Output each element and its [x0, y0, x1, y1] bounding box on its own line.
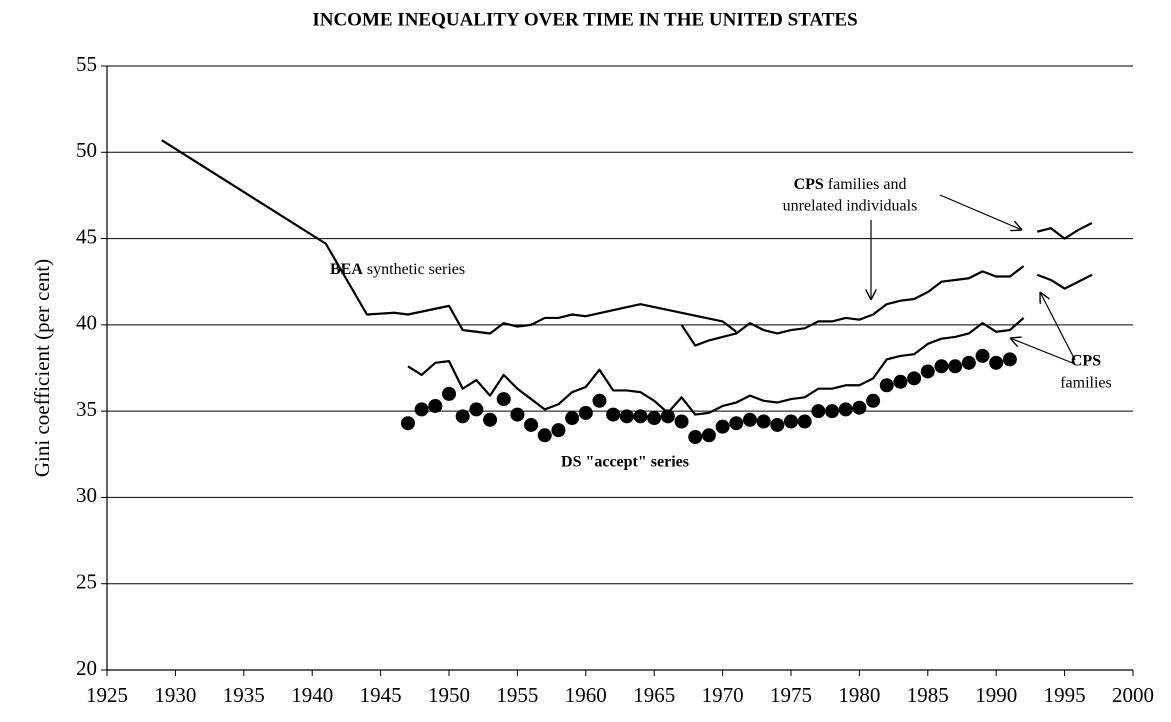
- y-tick-label: 25: [76, 570, 97, 594]
- x-tick-label: 1950: [428, 683, 470, 707]
- y-tick-label: 40: [76, 311, 97, 335]
- marker: [797, 414, 812, 429]
- y-tick-label: 20: [76, 656, 97, 680]
- marker: [483, 412, 498, 427]
- series-line: [1036, 273, 1093, 290]
- marker: [400, 416, 415, 431]
- marker: [633, 409, 648, 424]
- marker: [701, 428, 716, 443]
- annotation: CPS: [1071, 353, 1101, 370]
- marker: [551, 423, 566, 438]
- marker: [742, 412, 757, 427]
- marker: [455, 409, 470, 424]
- y-tick-label: 35: [76, 397, 97, 421]
- marker: [907, 371, 922, 386]
- x-tick-label: 1930: [154, 683, 196, 707]
- marker: [688, 430, 703, 445]
- marker: [414, 402, 429, 417]
- marker: [469, 402, 484, 417]
- marker: [1002, 352, 1017, 367]
- marker: [961, 355, 976, 370]
- marker: [647, 411, 662, 426]
- y-tick-label: 30: [76, 483, 97, 507]
- x-tick-label: 1975: [770, 683, 812, 707]
- marker: [879, 378, 894, 393]
- series-line: [161, 139, 737, 335]
- annotation-bold: CPS: [794, 176, 824, 193]
- annotation: DS "accept" series: [561, 454, 689, 471]
- marker: [838, 402, 853, 417]
- y-tick-label: 50: [76, 138, 97, 162]
- marker: [565, 411, 580, 426]
- marker: [442, 386, 456, 401]
- marker: [770, 417, 785, 432]
- marker: [893, 374, 908, 389]
- marker: [934, 359, 949, 374]
- annotation: unrelated individuals: [783, 198, 918, 215]
- series-line: [407, 317, 1025, 416]
- marker: [866, 393, 881, 408]
- chart-title: INCOME INEQUALITY OVER TIME IN THE UNITE…: [312, 9, 857, 30]
- x-tick-label: 1945: [360, 683, 402, 707]
- x-tick-label: 1980: [838, 683, 880, 707]
- marker: [784, 414, 798, 429]
- series-line: [680, 265, 1025, 347]
- marker: [811, 404, 826, 419]
- marker: [660, 409, 675, 424]
- x-tick-label: 1955: [496, 683, 538, 707]
- arrow: [939, 194, 1022, 230]
- x-tick-label: 1990: [975, 683, 1017, 707]
- marker: [537, 428, 552, 443]
- marker: [852, 400, 867, 415]
- marker: [825, 404, 840, 419]
- x-tick-label: 1925: [86, 683, 128, 707]
- marker: [510, 407, 525, 422]
- annotation-arrows: [871, 194, 1076, 365]
- annotation: CPS families and: [794, 176, 907, 193]
- x-tick-label: 2000: [1112, 683, 1154, 707]
- x-tick-label: 1970: [702, 683, 744, 707]
- marker: [606, 407, 621, 422]
- x-tick-label: 1935: [223, 683, 265, 707]
- arrow: [1010, 338, 1076, 365]
- x-tick-label: 1960: [565, 683, 607, 707]
- x-tick-label: 1940: [291, 683, 333, 707]
- marker: [756, 414, 771, 429]
- marker: [989, 355, 1004, 370]
- marker: [975, 348, 990, 363]
- marker: [729, 416, 744, 431]
- series-line: [1036, 222, 1093, 240]
- marker: [619, 409, 634, 424]
- y-axis-label: Gini coefficient (per cent): [30, 259, 54, 477]
- x-tick-label: 1965: [633, 683, 675, 707]
- annotation-bold: BEA: [330, 261, 363, 278]
- marker: [578, 405, 593, 420]
- y-tick-label: 55: [76, 52, 97, 76]
- arrow: [1040, 292, 1076, 361]
- marker: [524, 417, 539, 432]
- marker: [948, 359, 963, 374]
- annotation: families: [1060, 375, 1112, 392]
- marker: [592, 393, 607, 408]
- x-tick-label: 1995: [1044, 683, 1086, 707]
- annotation-rest: families and: [824, 176, 907, 193]
- marker: [715, 419, 730, 434]
- marker: [496, 392, 511, 407]
- x-tick-label: 1985: [907, 683, 949, 707]
- marker: [674, 414, 689, 429]
- marker: [920, 364, 935, 379]
- annotation: BEA synthetic series: [330, 261, 465, 278]
- y-tick-label: 45: [76, 224, 97, 248]
- marker: [428, 398, 443, 413]
- annotation-rest: synthetic series: [363, 261, 465, 278]
